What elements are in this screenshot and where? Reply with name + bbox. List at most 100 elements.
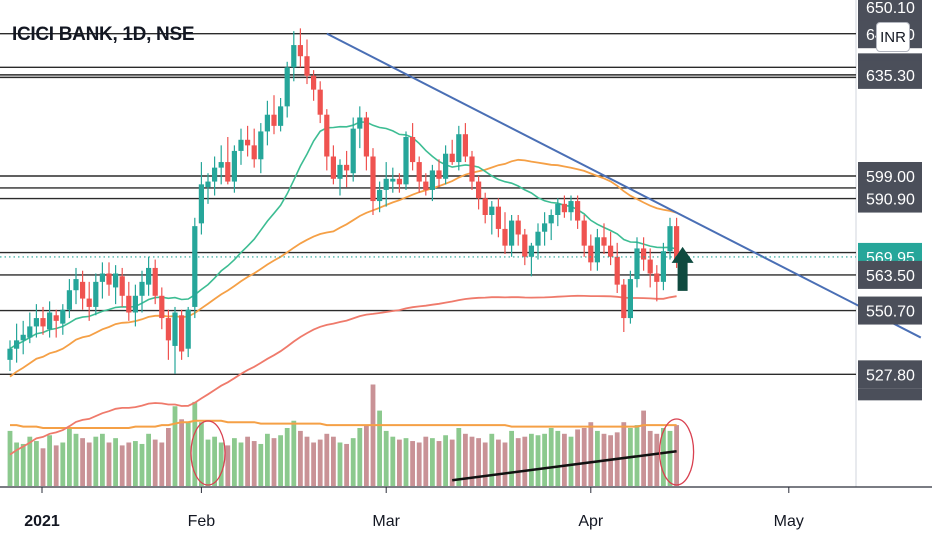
price-tag-background	[858, 296, 922, 325]
volume-bar	[430, 438, 435, 486]
volume-bar	[179, 419, 184, 486]
volume-bar	[100, 433, 105, 486]
candle	[139, 270, 145, 313]
candle-body	[528, 245, 534, 257]
volume-bar	[205, 439, 211, 486]
candle	[212, 156, 218, 196]
candle-body	[443, 153, 449, 179]
candle-body	[337, 164, 343, 179]
candle	[330, 145, 336, 185]
candle	[73, 267, 79, 305]
candle	[66, 279, 72, 319]
price-axis-labels: 650.10649.90638.00635.30599.00590.90569.…	[858, 0, 922, 389]
candle-body	[403, 137, 409, 185]
candle	[660, 242, 666, 291]
candle-body	[185, 309, 191, 349]
volume-bar	[575, 429, 580, 486]
candle-body	[231, 150, 237, 182]
candle-body	[482, 198, 488, 215]
volume-bar	[482, 442, 488, 486]
volume-bar	[641, 410, 646, 486]
candle	[159, 287, 165, 330]
volume-bar	[311, 442, 316, 486]
candle	[93, 273, 99, 316]
candle	[390, 167, 396, 193]
candle	[165, 309, 171, 360]
volume-bar	[661, 428, 666, 486]
volume-bar	[548, 428, 554, 486]
candle-body	[456, 134, 462, 163]
candle	[377, 181, 383, 213]
volume-bar	[331, 436, 336, 486]
candle	[627, 270, 633, 324]
candles	[7, 28, 680, 374]
volume-bar	[674, 425, 679, 486]
candle-body	[66, 290, 72, 310]
volume-bar	[542, 433, 547, 486]
candle-body	[634, 248, 640, 280]
candle	[568, 195, 574, 221]
candle	[370, 148, 376, 215]
volume-bar	[377, 410, 382, 486]
volume-bar	[278, 435, 283, 486]
candle-body	[588, 245, 594, 263]
ma-mid-line	[9, 158, 677, 378]
time-tick-label: Mar	[372, 513, 400, 530]
volume-bar	[357, 428, 363, 486]
volume-bar	[14, 442, 19, 486]
candle-body	[469, 156, 475, 182]
candle-body	[304, 56, 310, 76]
candle	[198, 162, 204, 235]
candle-body	[106, 273, 112, 285]
price-axis-tag: 550.70	[858, 296, 922, 325]
candle-body	[383, 178, 389, 190]
candle	[172, 306, 178, 374]
volume-bar	[436, 441, 442, 486]
candle	[410, 123, 416, 171]
candle-body	[152, 267, 158, 296]
volume-bar	[86, 442, 92, 486]
candle	[449, 139, 455, 165]
volume-bar	[47, 435, 52, 486]
candle	[509, 215, 515, 257]
volume-bar	[509, 430, 514, 486]
candle	[469, 150, 475, 190]
candle-body	[476, 181, 482, 199]
candle-body	[60, 309, 66, 324]
candle-body	[47, 312, 53, 330]
volume-bar	[496, 439, 501, 486]
candle	[456, 125, 462, 171]
candle-body	[80, 281, 86, 299]
candle	[311, 70, 317, 101]
candle-body	[647, 259, 653, 274]
candle-body	[20, 334, 26, 341]
candle-body	[390, 178, 396, 182]
volume-bar	[192, 401, 198, 486]
candle-body	[548, 215, 554, 224]
candle	[238, 128, 244, 165]
candle	[495, 198, 501, 238]
candle-body	[205, 181, 211, 188]
volume-trendline	[452, 449, 677, 482]
candle	[350, 117, 356, 182]
candle	[429, 164, 435, 202]
volume-bar	[667, 430, 673, 486]
volume-bar	[126, 442, 132, 486]
volume-bar	[172, 406, 178, 486]
price-tag-label: 590.90	[866, 192, 915, 209]
candle-body	[396, 178, 402, 185]
candle-body	[515, 220, 521, 235]
candle-body	[297, 45, 303, 57]
volume-bar	[423, 436, 429, 486]
candle-body	[119, 276, 125, 296]
currency-button[interactable]: INR	[876, 22, 910, 52]
volume-bar	[245, 436, 250, 486]
candle	[33, 304, 39, 338]
candle	[482, 192, 488, 224]
volume-bar	[397, 439, 402, 486]
volume-bar	[403, 438, 409, 486]
volume-bar	[60, 442, 66, 486]
candle	[80, 270, 86, 310]
candle	[588, 234, 594, 271]
price-axis-tag: 527.80	[858, 360, 922, 389]
